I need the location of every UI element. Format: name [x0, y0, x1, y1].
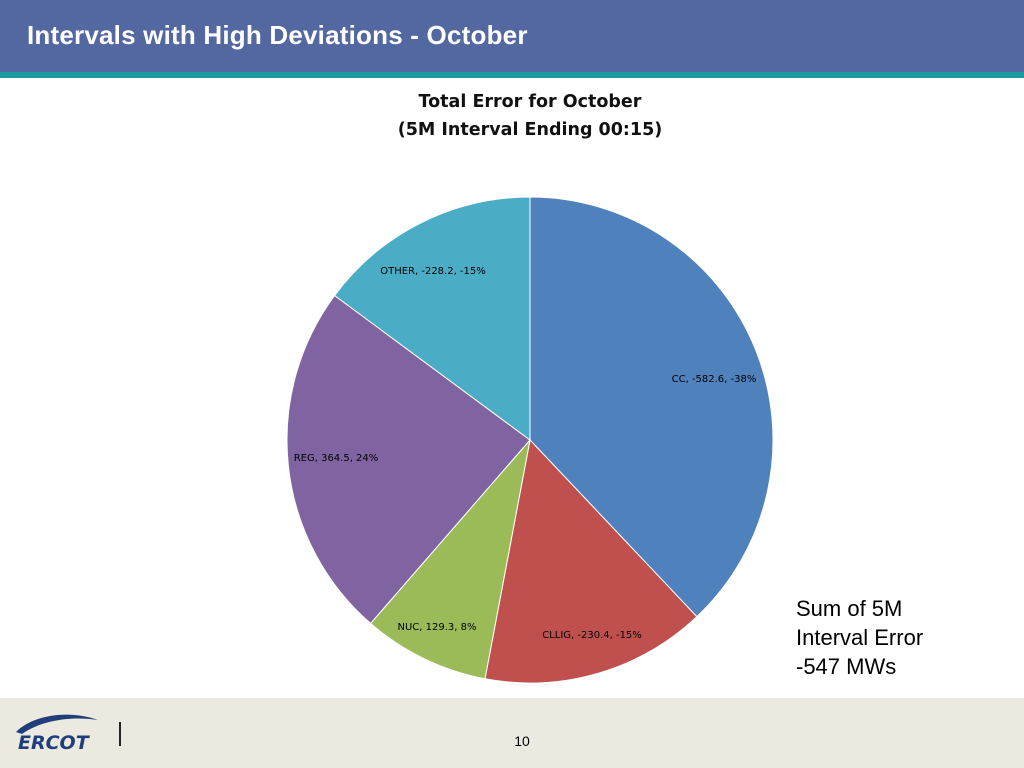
pie-slice-cllig — [484, 438, 698, 684]
chart-title-line-1: Total Error for October — [418, 92, 642, 112]
slide-header: Intervals with High Deviations - October — [0, 0, 1024, 78]
slide-title: Intervals with High Deviations - October — [27, 20, 528, 50]
slice-label-cc: CC, -582.6, -38% — [672, 374, 757, 385]
pie-slice-cc — [529, 196, 774, 618]
slice-label-nuc: NUC, 129.3, 8% — [398, 622, 477, 633]
logo-divider — [119, 722, 121, 746]
error-sum-note: Sum of 5M Interval Error -547 MWs — [796, 594, 923, 681]
pie-slice-reg — [286, 294, 531, 625]
slice-label-other: OTHER, -228.2, -15% — [380, 266, 486, 277]
chart-title: Total Error for October (5M Interval End… — [330, 88, 730, 144]
ercot-logo: ERCOT — [16, 714, 98, 754]
pie-slice-nuc — [369, 438, 531, 680]
slice-label-cllig: CLLIG, -230.4, -15% — [542, 630, 642, 641]
slice-label-reg: REG, 364.5, 24% — [294, 453, 379, 464]
note-line-3: -547 MWs — [796, 654, 897, 679]
note-line-2: Interval Error — [796, 625, 924, 650]
slide-footer: ERCOT 10 — [0, 698, 1024, 768]
pie-chart: CC, -582.6, -38% CLLIG, -230.4, -15% NUC, … — [286, 196, 774, 684]
note-line-1: Sum of 5M — [796, 596, 903, 621]
chart-title-line-2: (5M Interval Ending 00:15) — [397, 120, 663, 140]
page-number: 10 — [514, 733, 530, 749]
ercot-logo-text: ERCOT — [18, 732, 91, 754]
pie-slice-other — [333, 196, 531, 441]
